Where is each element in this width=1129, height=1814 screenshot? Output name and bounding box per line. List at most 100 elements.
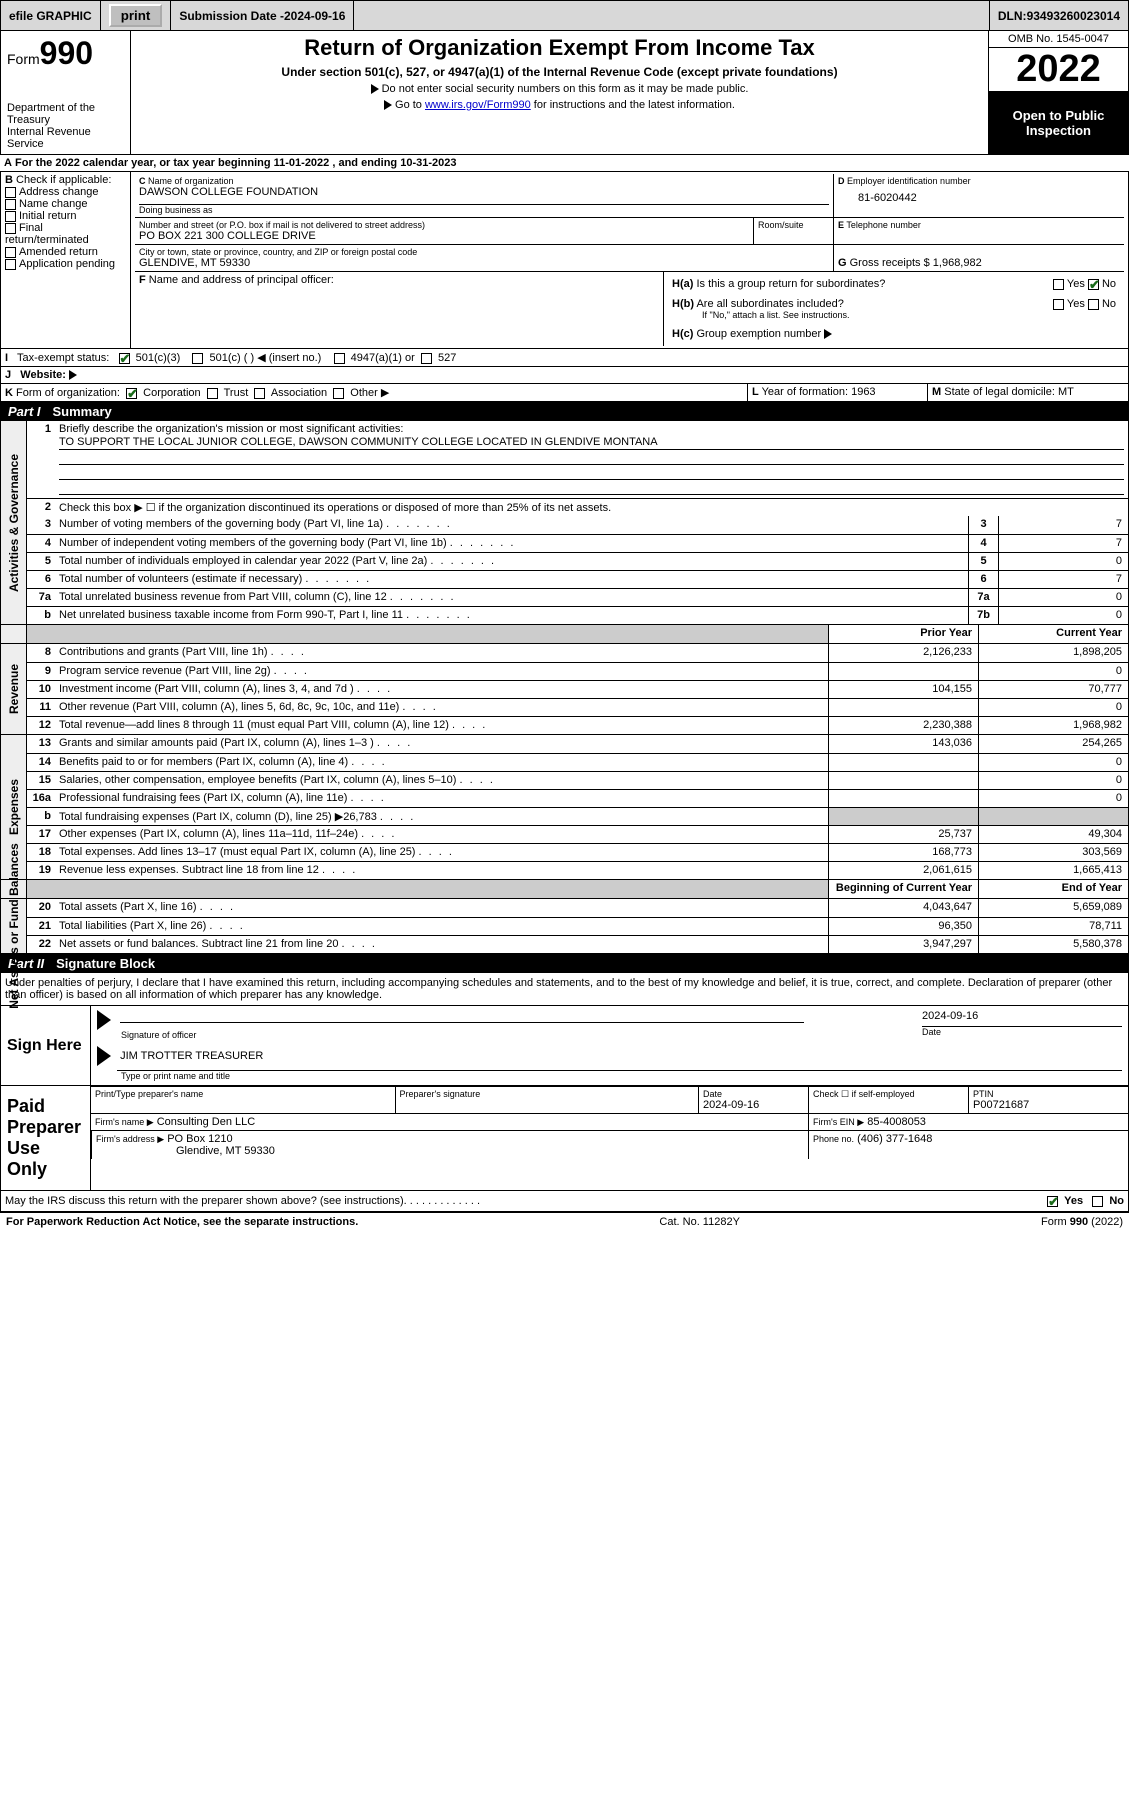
triangle-icon: [69, 370, 77, 380]
line-desc: Total fundraising expenses (Part IX, col…: [55, 808, 828, 825]
h-a: H(a) Is this a group return for subordin…: [668, 274, 1120, 294]
line-desc: Investment income (Part VIII, column (A)…: [55, 681, 828, 698]
triangle-icon: [97, 1010, 111, 1030]
vlabel-text: Activities & Governance: [7, 453, 21, 591]
checkbox-icon[interactable]: [421, 353, 432, 364]
shade-cell: [55, 880, 828, 898]
checkbox-icon[interactable]: [5, 211, 16, 222]
table-row: 8Contributions and grants (Part VIII, li…: [27, 644, 1128, 662]
print-button[interactable]: print: [109, 4, 163, 27]
end-year-header: End of Year: [978, 880, 1128, 898]
line-desc: Total liabilities (Part X, line 26) . . …: [55, 918, 828, 935]
checkbox-icon[interactable]: [334, 353, 345, 364]
checkbox-icon[interactable]: [5, 223, 16, 234]
blank-line: [59, 481, 1124, 495]
ha-label: Is this a group return for subordinates?: [696, 278, 885, 290]
k-opt: Other ▶: [350, 387, 389, 399]
j-letter: J: [5, 369, 11, 381]
b-opt-label: Initial return: [19, 210, 76, 222]
ptin-value: P00721687: [973, 1099, 1124, 1111]
form-num: 990: [40, 35, 93, 71]
current-value: 5,659,089: [978, 899, 1128, 917]
prior-value: 2,230,388: [828, 717, 978, 734]
form-word: Form: [7, 51, 40, 67]
line-num: 2: [27, 499, 55, 516]
checkbox-icon[interactable]: [1053, 299, 1064, 310]
c-letter: C: [139, 176, 146, 186]
section-f: F Name and address of principal officer:: [135, 272, 664, 346]
checkbox-icon[interactable]: [1047, 1196, 1058, 1207]
line-num: 21: [27, 918, 55, 935]
triangle-icon: [824, 329, 832, 339]
submission-value: 2024-09-16: [284, 9, 345, 23]
l-label: Year of formation:: [762, 386, 848, 398]
checkbox-icon[interactable]: [333, 388, 344, 399]
checkbox-icon[interactable]: [5, 199, 16, 210]
leader-dots: . . . .: [350, 792, 385, 804]
line1-desc: Briefly describe the organization's miss…: [55, 421, 1128, 498]
line1-lbl: Briefly describe the organization's miss…: [59, 423, 403, 435]
table-row: 22Net assets or fund balances. Subtract …: [27, 935, 1128, 953]
revenue-section: Revenue 8Contributions and grants (Part …: [0, 644, 1129, 735]
triangle-icon: [97, 1046, 111, 1066]
current-value: 1,898,205: [978, 644, 1128, 662]
checkbox-icon[interactable]: [5, 259, 16, 270]
leader-dots: . . . . . . . . . . . . .: [404, 1195, 480, 1207]
checkbox-icon[interactable]: [1088, 299, 1099, 310]
paid-grid: Print/Type preparer's name Preparer's si…: [91, 1086, 1128, 1159]
irs-link[interactable]: www.irs.gov/Form990: [425, 99, 531, 111]
efile-label: efile GRAPHIC: [1, 1, 101, 30]
line-box: 7b: [968, 607, 998, 624]
vlabel-text: Net Assets or Fund Balances: [7, 843, 21, 1009]
b-opt-0: Address change: [5, 186, 126, 198]
prior-value: 25,737: [828, 826, 978, 843]
addr-cell: Number and street (or P.O. box if mail i…: [135, 218, 754, 244]
checkbox-icon[interactable]: [1053, 279, 1064, 290]
form-subtitle: Under section 501(c), 527, or 4947(a)(1)…: [139, 65, 980, 79]
d-label: Employer identification number: [847, 176, 971, 186]
checkbox-icon[interactable]: [207, 388, 218, 399]
line2-desc: Check this box ▶ ☐ if the organization d…: [55, 499, 1128, 516]
triangle-icon: [371, 84, 379, 94]
self-lbl: Check ☐ if self-employed: [813, 1089, 964, 1100]
table-row: 16aProfessional fundraising fees (Part I…: [27, 789, 1128, 807]
checkbox-icon[interactable]: [192, 353, 203, 364]
b-opt-2: Initial return: [5, 210, 126, 222]
table-row: 18Total expenses. Add lines 13–17 (must …: [27, 843, 1128, 861]
city-lbl: City or town, state or province, country…: [139, 247, 829, 257]
leader-dots: . . . .: [452, 719, 487, 731]
checkbox-icon[interactable]: [126, 388, 137, 399]
current-value: 0: [978, 772, 1128, 789]
firm-addr1: PO Box 1210: [167, 1133, 232, 1145]
current-value: 0: [978, 790, 1128, 807]
line-value: 7: [998, 516, 1128, 534]
b-opt-1: Name change: [5, 198, 126, 210]
current-value: [978, 808, 1128, 825]
checkbox-icon[interactable]: [1092, 1196, 1103, 1207]
mission-text: TO SUPPORT THE LOCAL JUNIOR COLLEGE, DAW…: [59, 436, 1124, 450]
leader-dots: . . . .: [200, 901, 235, 913]
officer-name-lbl: Type or print name and title: [97, 1071, 1122, 1081]
line-desc: Total expenses. Add lines 13–17 (must eq…: [55, 844, 828, 861]
org-name: DAWSON COLLEGE FOUNDATION: [139, 186, 829, 198]
dba-lbl: Doing business as: [139, 205, 829, 215]
part-i-title: Summary: [53, 404, 112, 419]
yes-label: Yes: [1064, 1195, 1083, 1207]
f-label: Name and address of principal officer:: [149, 274, 334, 286]
ein-value: 81-6020442: [838, 186, 1120, 204]
dln-value: 93493260023014: [1027, 9, 1120, 23]
checkbox-icon[interactable]: [1088, 279, 1099, 290]
shade-cell: [27, 625, 55, 643]
form-ref: Form 990 (2022): [1041, 1216, 1123, 1228]
current-value: 70,777: [978, 681, 1128, 698]
checkbox-icon[interactable]: [119, 353, 130, 364]
current-value: 303,569: [978, 844, 1128, 861]
checkbox-icon[interactable]: [254, 388, 265, 399]
blank-line: [59, 451, 1124, 465]
phone-lbl: Phone no.: [813, 1134, 854, 1144]
k-opt: Corporation: [143, 387, 200, 399]
checkbox-icon[interactable]: [5, 247, 16, 258]
prep-name-cell: Print/Type preparer's name: [91, 1086, 395, 1113]
prior-value: [828, 808, 978, 825]
checkbox-icon[interactable]: [5, 187, 16, 198]
